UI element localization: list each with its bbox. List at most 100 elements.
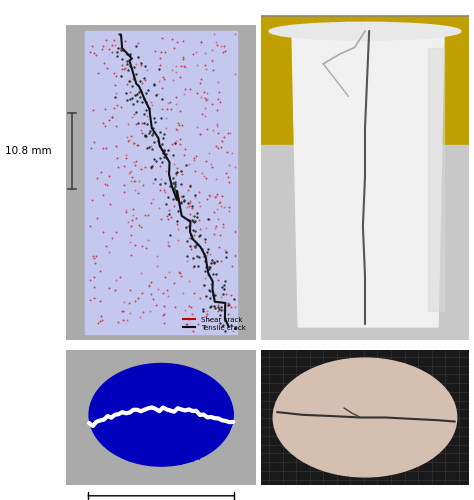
Point bbox=[119, 406, 127, 414]
Point bbox=[127, 309, 134, 317]
Point bbox=[213, 41, 221, 49]
Point bbox=[217, 424, 225, 432]
Point bbox=[221, 399, 229, 407]
Point bbox=[173, 448, 180, 456]
Point bbox=[153, 460, 160, 468]
Point bbox=[201, 281, 208, 289]
Point bbox=[137, 364, 144, 372]
Point bbox=[115, 408, 123, 416]
Point bbox=[226, 404, 233, 411]
Point bbox=[164, 238, 172, 246]
Point bbox=[166, 378, 174, 386]
Point bbox=[133, 443, 140, 451]
Point bbox=[201, 442, 208, 450]
Point bbox=[183, 410, 191, 418]
Point bbox=[201, 274, 209, 282]
Point bbox=[191, 388, 199, 396]
Point bbox=[133, 90, 141, 98]
Point bbox=[187, 410, 194, 418]
Point bbox=[211, 290, 219, 298]
Point bbox=[110, 434, 118, 442]
Point bbox=[155, 430, 163, 438]
Point bbox=[228, 422, 235, 430]
Point bbox=[107, 442, 115, 450]
Point bbox=[187, 242, 194, 250]
Point bbox=[179, 368, 187, 376]
Point bbox=[145, 397, 152, 405]
Point bbox=[151, 412, 159, 420]
Point bbox=[172, 448, 179, 456]
Point bbox=[157, 48, 165, 56]
Point bbox=[228, 419, 236, 427]
Bar bbox=[85, 32, 237, 334]
Point bbox=[183, 237, 191, 245]
Point bbox=[204, 248, 211, 256]
Point bbox=[186, 420, 193, 428]
Point bbox=[110, 430, 118, 438]
Point bbox=[150, 460, 157, 468]
Point bbox=[191, 416, 199, 424]
Point bbox=[150, 82, 158, 90]
Point bbox=[164, 146, 172, 154]
Point bbox=[207, 432, 214, 440]
Point bbox=[134, 397, 142, 405]
Point bbox=[185, 278, 193, 285]
Point bbox=[203, 384, 210, 392]
Point bbox=[124, 452, 132, 460]
Point bbox=[177, 198, 184, 206]
Point bbox=[183, 376, 191, 384]
Point bbox=[126, 50, 133, 58]
Point bbox=[137, 400, 144, 407]
Point bbox=[110, 386, 118, 394]
Point bbox=[112, 401, 120, 409]
Point bbox=[229, 408, 237, 416]
Point bbox=[221, 299, 229, 307]
Point bbox=[212, 398, 219, 406]
Point bbox=[131, 367, 139, 375]
Point bbox=[149, 363, 156, 371]
Point bbox=[141, 163, 149, 171]
Point bbox=[164, 424, 172, 432]
Point bbox=[118, 414, 125, 422]
Point bbox=[121, 374, 129, 382]
Point bbox=[100, 414, 108, 422]
Point bbox=[213, 408, 220, 416]
Point bbox=[198, 446, 206, 454]
Point bbox=[152, 390, 159, 398]
Point bbox=[122, 38, 129, 46]
Point bbox=[190, 262, 198, 270]
Point bbox=[122, 404, 130, 412]
Point bbox=[199, 426, 206, 434]
Point bbox=[202, 174, 210, 182]
Point bbox=[139, 428, 147, 436]
Text: (b): (b) bbox=[151, 381, 172, 394]
Point bbox=[92, 252, 100, 260]
Point bbox=[196, 444, 203, 452]
Point bbox=[195, 253, 202, 261]
Point bbox=[131, 439, 138, 447]
Point bbox=[194, 378, 202, 386]
Point bbox=[209, 442, 216, 450]
Point bbox=[134, 458, 141, 466]
Point bbox=[146, 282, 153, 290]
Point bbox=[141, 62, 149, 70]
Point bbox=[118, 373, 126, 381]
Point bbox=[129, 396, 137, 404]
Point bbox=[213, 390, 221, 398]
Point bbox=[204, 440, 211, 448]
Point bbox=[147, 402, 155, 410]
Point bbox=[182, 411, 190, 419]
Point bbox=[198, 398, 206, 406]
Point bbox=[96, 422, 104, 430]
Point bbox=[102, 404, 109, 411]
Point bbox=[110, 382, 118, 390]
Point bbox=[190, 440, 197, 448]
Point bbox=[135, 436, 143, 444]
Point bbox=[116, 370, 123, 378]
Point bbox=[161, 422, 168, 430]
Point bbox=[131, 368, 139, 376]
Point bbox=[150, 378, 158, 386]
Point bbox=[126, 238, 133, 246]
Point bbox=[96, 408, 103, 416]
Point bbox=[155, 419, 163, 427]
